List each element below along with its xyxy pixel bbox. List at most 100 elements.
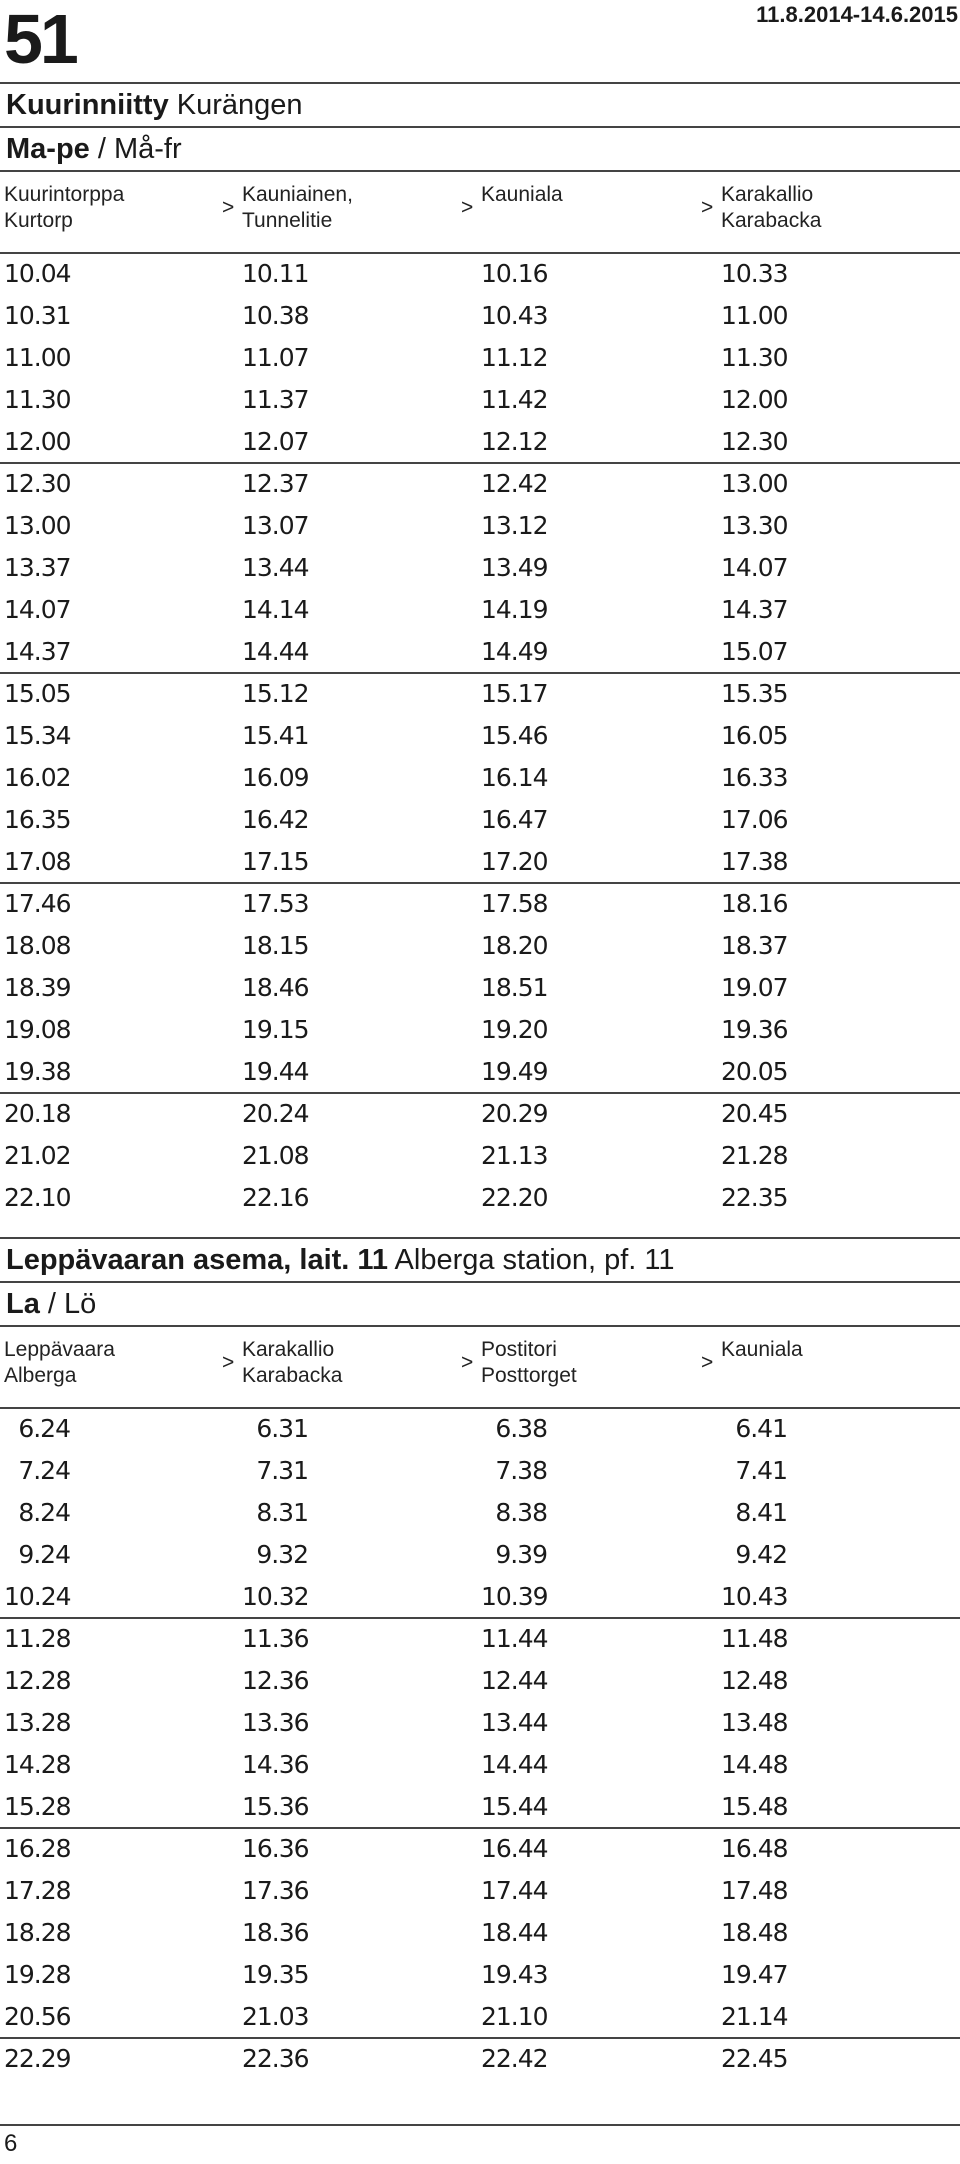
departure-time: 18.39 bbox=[4, 973, 72, 1002]
departure-time: 22.10 bbox=[4, 1183, 72, 1212]
stop-column-name: Karakallio bbox=[242, 1338, 335, 1361]
arrow-icon: > bbox=[701, 1351, 714, 1374]
departure-time: 18.46 bbox=[242, 973, 310, 1002]
time-row: 8.24 8.31 8.38 8.41 bbox=[0, 1493, 960, 1535]
departure-time: 13.07 bbox=[242, 511, 310, 540]
departure-time: 19.15 bbox=[242, 1015, 310, 1044]
departure-time: 22.45 bbox=[721, 2044, 789, 2073]
departure-time: 18.15 bbox=[242, 931, 310, 960]
days-separator: / bbox=[97, 133, 106, 165]
time-row: 12.28 12.36 12.44 12.48 bbox=[0, 1661, 960, 1703]
departure-time: 20.29 bbox=[481, 1099, 549, 1128]
departure-time: 11.00 bbox=[4, 343, 72, 372]
time-row: 10.31 10.38 10.43 11.00 bbox=[0, 296, 960, 338]
departure-time: 6.41 bbox=[735, 1414, 788, 1443]
stop-column-name: Postitori bbox=[481, 1338, 557, 1361]
departure-time: 21.10 bbox=[481, 2002, 549, 2031]
days-fi: La bbox=[6, 1288, 40, 1320]
time-row: 17.46 17.53 17.58 18.16 bbox=[0, 884, 960, 926]
departure-time: 8.41 bbox=[735, 1498, 788, 1527]
departure-time: 20.45 bbox=[721, 1099, 789, 1128]
departure-time: 11.28 bbox=[4, 1624, 72, 1653]
stop-column-header: Postitori Posttorget bbox=[481, 1337, 711, 1389]
stop-column-header: Leppävaara Alberga bbox=[4, 1337, 234, 1389]
departure-time: 14.48 bbox=[721, 1750, 789, 1779]
time-row: 11.28 11.36 11.44 11.48 bbox=[0, 1619, 960, 1661]
stop-column-name: Kauniala bbox=[721, 1338, 803, 1361]
stop-name-sv: Kurängen bbox=[176, 89, 303, 121]
stop-column-name-sv: Kurtorp bbox=[4, 209, 73, 232]
page-header: 51 11.8.2014-14.6.2015 bbox=[0, 0, 960, 80]
departure-time: 14.37 bbox=[721, 595, 789, 624]
departure-time: 18.48 bbox=[721, 1918, 789, 1947]
departure-time: 14.44 bbox=[481, 1750, 549, 1779]
time-row: 15.05 15.12 15.17 15.35 bbox=[0, 674, 960, 716]
departure-time: 14.07 bbox=[721, 553, 789, 582]
departure-time: 12.48 bbox=[721, 1666, 789, 1695]
departure-time: 11.36 bbox=[242, 1624, 310, 1653]
departure-time: 12.07 bbox=[242, 427, 310, 456]
time-row: 19.28 19.35 19.43 19.47 bbox=[0, 1955, 960, 1997]
time-row: 12.00 12.07 12.12 12.30 bbox=[0, 422, 960, 464]
departure-time: 14.36 bbox=[242, 1750, 310, 1779]
arrow-icon: > bbox=[222, 196, 235, 219]
days-sv: Må-fr bbox=[113, 133, 182, 165]
time-row: 13.28 13.36 13.44 13.48 bbox=[0, 1703, 960, 1745]
departure-time: 19.38 bbox=[4, 1057, 72, 1086]
stop-column-name: Leppävaara bbox=[4, 1338, 115, 1361]
departure-time: 22.35 bbox=[721, 1183, 789, 1212]
departure-time: 12.42 bbox=[481, 469, 549, 498]
time-row: 18.08 18.15 18.20 18.37 bbox=[0, 926, 960, 968]
stop-column-header: Kauniala bbox=[481, 182, 711, 208]
route-number: 51 bbox=[4, 0, 79, 78]
departure-time: 15.46 bbox=[481, 721, 549, 750]
departure-time: 22.42 bbox=[481, 2044, 549, 2073]
departure-time: 14.44 bbox=[242, 637, 310, 666]
time-row: 13.37 13.44 13.49 14.07 bbox=[0, 548, 960, 590]
departure-time: 10.16 bbox=[481, 259, 549, 288]
departure-time: 14.14 bbox=[242, 595, 310, 624]
time-row: 22.10 22.16 22.20 22.35 bbox=[0, 1178, 960, 1220]
departure-time: 13.36 bbox=[242, 1708, 310, 1737]
departure-time: 16.42 bbox=[242, 805, 310, 834]
departure-time: 10.04 bbox=[4, 259, 72, 288]
departure-time: 18.08 bbox=[4, 931, 72, 960]
arrow-icon: > bbox=[461, 1351, 474, 1374]
departure-time: 19.28 bbox=[4, 1960, 72, 1989]
departure-time: 19.47 bbox=[721, 1960, 789, 1989]
departure-time: 21.14 bbox=[721, 2002, 789, 2031]
departure-time: 22.16 bbox=[242, 1183, 310, 1212]
departure-time: 15.34 bbox=[4, 721, 72, 750]
days-separator: / bbox=[47, 1288, 56, 1320]
departure-times: 6.24 6.31 6.38 6.41 7.24 7.31 7.38 7.41 8.24 8.31… bbox=[0, 1409, 960, 2081]
departure-time: 16.28 bbox=[4, 1834, 72, 1863]
departure-time: 11.07 bbox=[242, 343, 310, 372]
departure-time: 22.29 bbox=[4, 2044, 72, 2073]
saturday-timetable: Leppävaaran asema, lait. 11 Alberga stat… bbox=[0, 1237, 960, 2081]
time-row: 16.35 16.42 16.47 17.06 bbox=[0, 800, 960, 842]
departure-time: 14.07 bbox=[4, 595, 72, 624]
time-row: 11.00 11.07 11.12 11.30 bbox=[0, 338, 960, 380]
stop-column-header: Kauniainen, Tunnelitie bbox=[242, 182, 472, 234]
departure-time: 19.49 bbox=[481, 1057, 549, 1086]
departure-time: 16.02 bbox=[4, 763, 72, 792]
departure-time: 11.37 bbox=[242, 385, 310, 414]
stops-header-row: Leppävaara Alberga > Karakallio Karaback… bbox=[0, 1327, 960, 1409]
departure-time: 13.44 bbox=[481, 1708, 549, 1737]
departure-time: 17.46 bbox=[4, 889, 72, 918]
departure-time: 6.38 bbox=[495, 1414, 548, 1443]
departure-time: 22.36 bbox=[242, 2044, 310, 2073]
departure-time: 11.30 bbox=[4, 385, 72, 414]
stop-column-name: Kauniala bbox=[481, 183, 563, 206]
departure-time: 11.30 bbox=[721, 343, 789, 372]
stop-column-name-sv: Posttorget bbox=[481, 1364, 577, 1387]
departure-time: 13.00 bbox=[4, 511, 72, 540]
departure-time: 17.28 bbox=[4, 1876, 72, 1905]
stop-column-header: Karakallio Karabacka bbox=[242, 1337, 472, 1389]
time-row: 6.24 6.31 6.38 6.41 bbox=[0, 1409, 960, 1451]
departure-time: 17.44 bbox=[481, 1876, 549, 1905]
time-row: 9.24 9.32 9.39 9.42 bbox=[0, 1535, 960, 1577]
departure-time: 16.47 bbox=[481, 805, 549, 834]
time-row: 18.39 18.46 18.51 19.07 bbox=[0, 968, 960, 1010]
departure-time: 19.08 bbox=[4, 1015, 72, 1044]
